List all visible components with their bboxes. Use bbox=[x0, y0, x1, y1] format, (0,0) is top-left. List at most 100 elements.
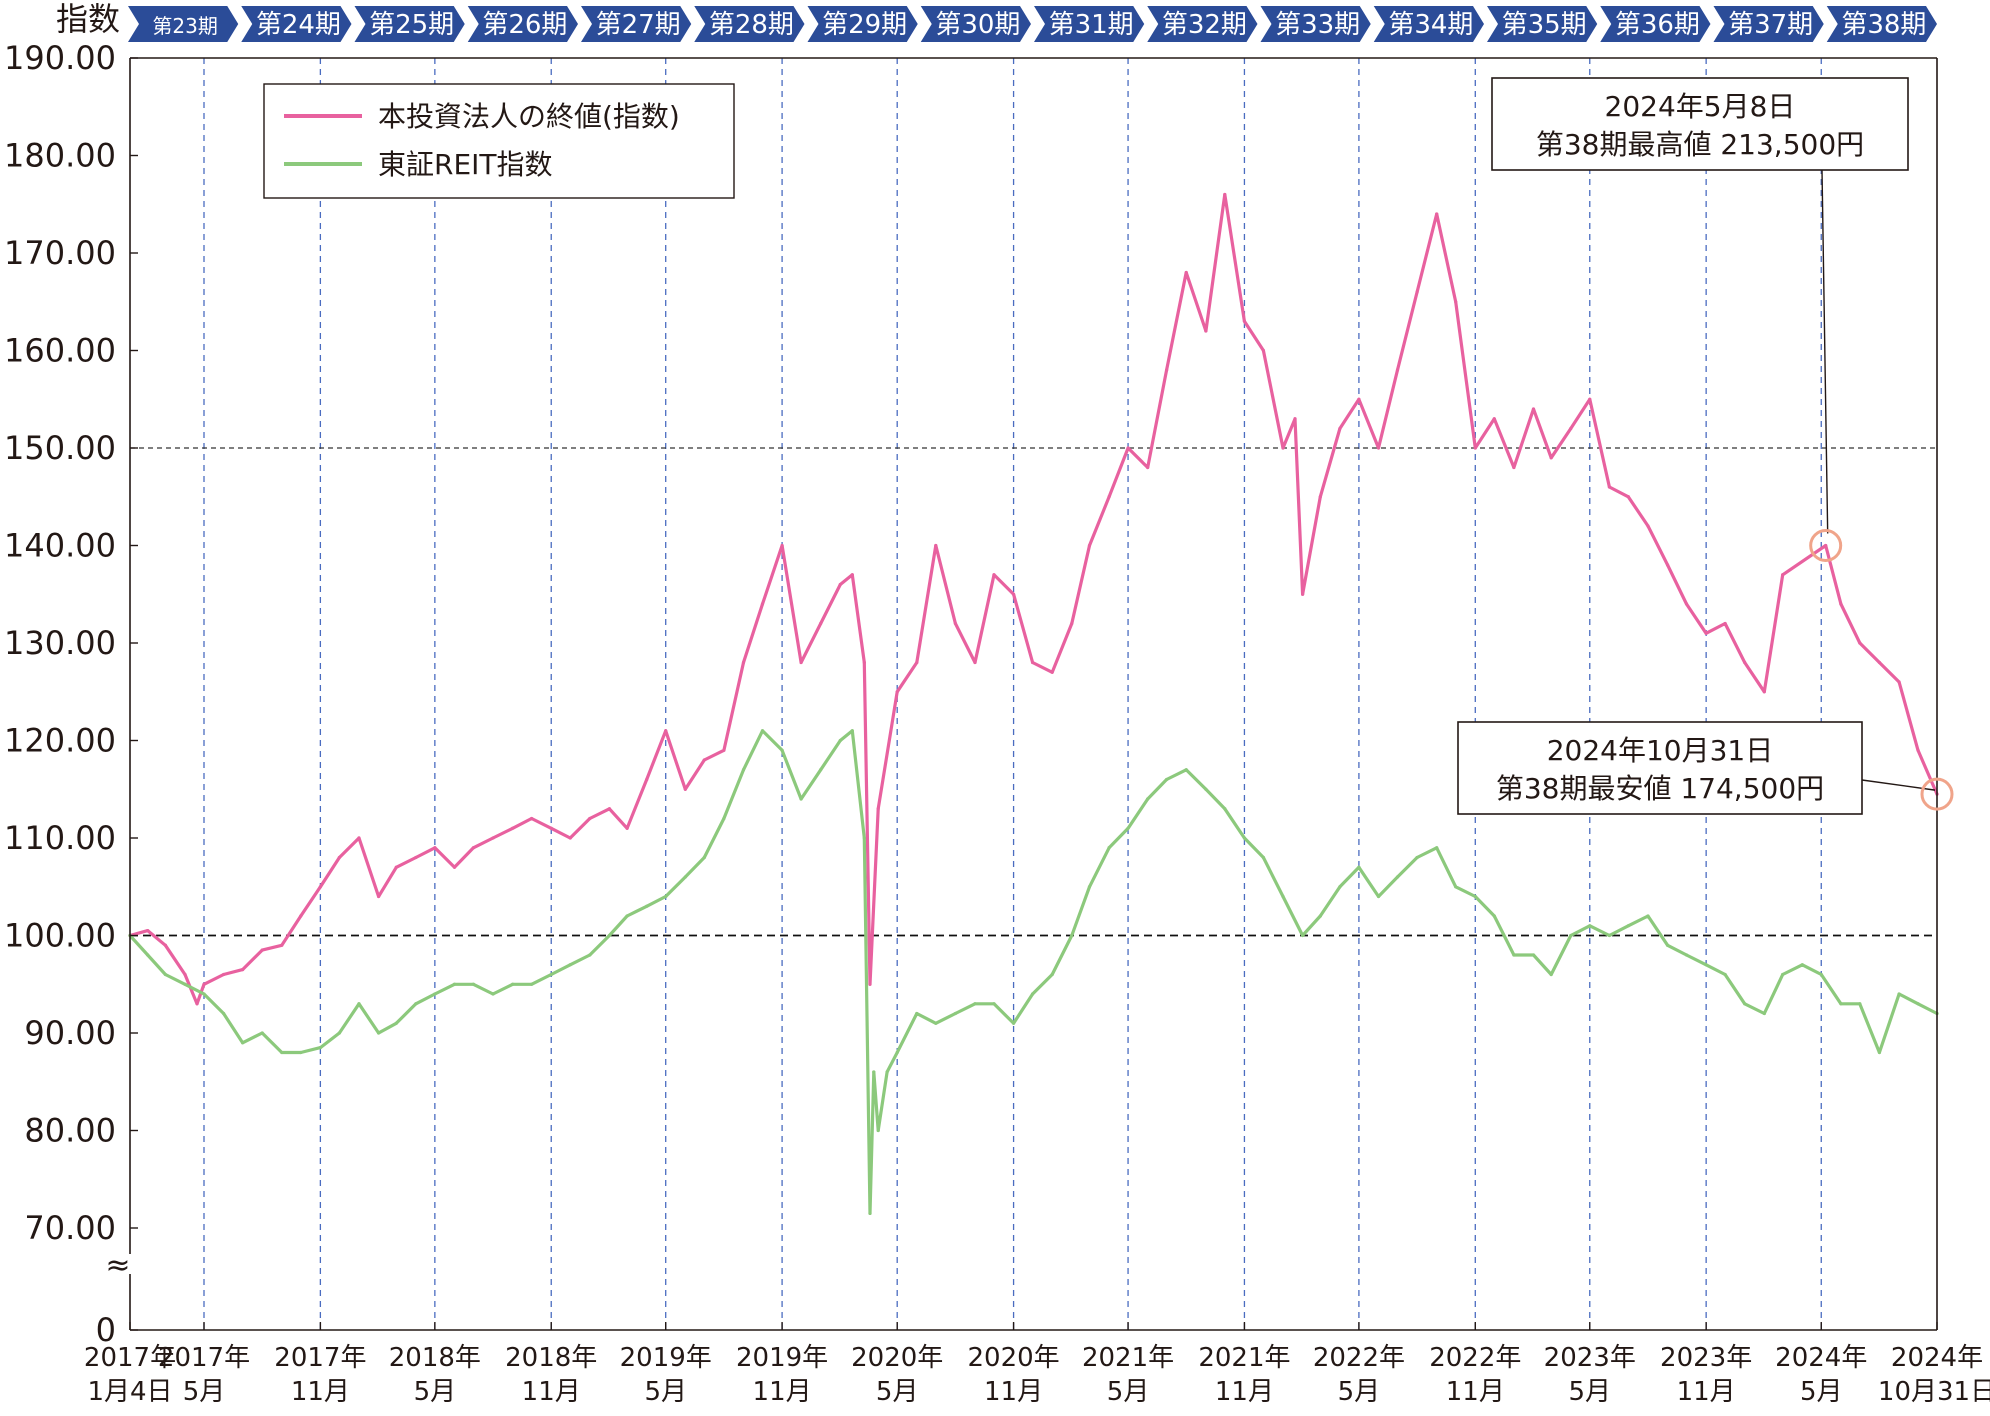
period-label: 第23期 bbox=[152, 14, 217, 38]
data-point bbox=[760, 729, 765, 733]
data-point bbox=[1165, 777, 1169, 782]
data-point bbox=[1549, 972, 1553, 977]
data-point bbox=[1087, 543, 1092, 548]
data-point bbox=[1338, 426, 1342, 431]
data-point bbox=[183, 982, 187, 986]
period-chevron bbox=[128, 6, 239, 42]
x-tick-label: 2021年 bbox=[1198, 1343, 1290, 1373]
data-point bbox=[683, 875, 687, 879]
data-point bbox=[1223, 807, 1227, 811]
data-point bbox=[357, 836, 361, 840]
data-point bbox=[1395, 368, 1400, 372]
data-point bbox=[163, 972, 168, 977]
data-point bbox=[915, 1011, 919, 1016]
y-tick-label: 160.00 bbox=[4, 332, 116, 370]
data-point bbox=[222, 972, 226, 977]
data-point bbox=[1781, 972, 1785, 977]
data-point bbox=[683, 787, 687, 791]
data-point bbox=[452, 865, 457, 869]
y-tick-label: 100.00 bbox=[4, 917, 116, 955]
period-chevron bbox=[1826, 6, 1937, 42]
data-point bbox=[1473, 894, 1477, 899]
data-point bbox=[146, 953, 150, 957]
data-point bbox=[1281, 446, 1285, 450]
x-tick-label: 5月 bbox=[183, 1377, 226, 1407]
data-point bbox=[588, 816, 592, 821]
data-point bbox=[1415, 855, 1419, 860]
data-point bbox=[1858, 641, 1862, 645]
data-point bbox=[240, 968, 245, 972]
data-point bbox=[1011, 592, 1016, 596]
period-chevron bbox=[1147, 6, 1258, 42]
data-point bbox=[862, 836, 866, 840]
data-point bbox=[1070, 621, 1074, 626]
data-point bbox=[934, 543, 938, 548]
annotation-box bbox=[1457, 721, 1863, 815]
period-chevron bbox=[1600, 6, 1711, 42]
x-tick-label: 2017年 bbox=[158, 1343, 250, 1373]
data-point bbox=[549, 972, 553, 977]
grid bbox=[130, 58, 1937, 1330]
x-tick-label: 2023年 bbox=[1544, 1343, 1636, 1373]
period-chevron bbox=[807, 6, 918, 42]
period-chevron bbox=[467, 6, 578, 42]
data-point bbox=[1839, 1002, 1843, 1006]
data-point bbox=[337, 855, 341, 860]
data-point bbox=[1492, 417, 1496, 421]
data-point bbox=[850, 573, 854, 577]
data-point bbox=[1665, 563, 1670, 567]
data-point bbox=[702, 758, 706, 762]
period-chevron bbox=[581, 6, 692, 42]
data-point bbox=[1877, 660, 1882, 665]
data-point bbox=[876, 807, 880, 811]
legend: 本投資法人の終値(指数) 東証REIT指数 bbox=[263, 83, 735, 199]
data-point bbox=[1704, 963, 1708, 967]
data-point bbox=[1107, 846, 1111, 850]
y-tick-label: 0 bbox=[96, 1311, 116, 1349]
data-point bbox=[1030, 660, 1035, 665]
y-tick-label: 70.00 bbox=[24, 1209, 116, 1247]
data-point bbox=[1743, 1002, 1747, 1006]
data-point bbox=[819, 621, 823, 626]
y-tick-label: 190.00 bbox=[4, 39, 116, 77]
data-point bbox=[868, 1211, 872, 1215]
data-point bbox=[607, 807, 612, 811]
data-point bbox=[299, 1050, 303, 1055]
data-point bbox=[1588, 397, 1592, 401]
y-tick-label: 170.00 bbox=[4, 234, 116, 272]
x-tick-label: 5月 bbox=[1107, 1377, 1150, 1407]
series-line-fund bbox=[128, 192, 1939, 1006]
period-chevron bbox=[1713, 6, 1824, 42]
period-label: 第32期 bbox=[1162, 10, 1247, 40]
data-point bbox=[760, 602, 765, 606]
y-tick-label: 120.00 bbox=[4, 722, 116, 760]
data-point bbox=[915, 660, 919, 665]
period-chevron bbox=[354, 6, 465, 42]
x-tick-label: 2018年 bbox=[389, 1343, 481, 1373]
data-point bbox=[1473, 446, 1477, 450]
data-point bbox=[1684, 602, 1689, 606]
data-point bbox=[280, 943, 284, 947]
data-point bbox=[819, 768, 823, 772]
data-point bbox=[1281, 894, 1285, 899]
data-point bbox=[1819, 972, 1823, 977]
data-point bbox=[549, 826, 553, 830]
data-point bbox=[1607, 485, 1611, 489]
data-point bbox=[1454, 300, 1458, 304]
data-point bbox=[1376, 894, 1381, 899]
data-point bbox=[1318, 495, 1322, 499]
legend-label: 東証REIT指数 bbox=[378, 148, 553, 181]
data-point bbox=[414, 1002, 418, 1006]
data-point bbox=[376, 894, 381, 899]
data-point bbox=[588, 953, 592, 957]
data-point bbox=[1646, 914, 1650, 918]
data-point bbox=[895, 690, 899, 694]
data-point bbox=[799, 797, 803, 801]
data-point bbox=[318, 1046, 322, 1050]
data-point bbox=[1531, 953, 1536, 957]
x-tick-label: 11月 bbox=[753, 1377, 812, 1407]
x-tick-label: 5月 bbox=[1338, 1377, 1381, 1407]
period-chevron bbox=[1487, 6, 1598, 42]
data-point bbox=[1704, 631, 1708, 635]
